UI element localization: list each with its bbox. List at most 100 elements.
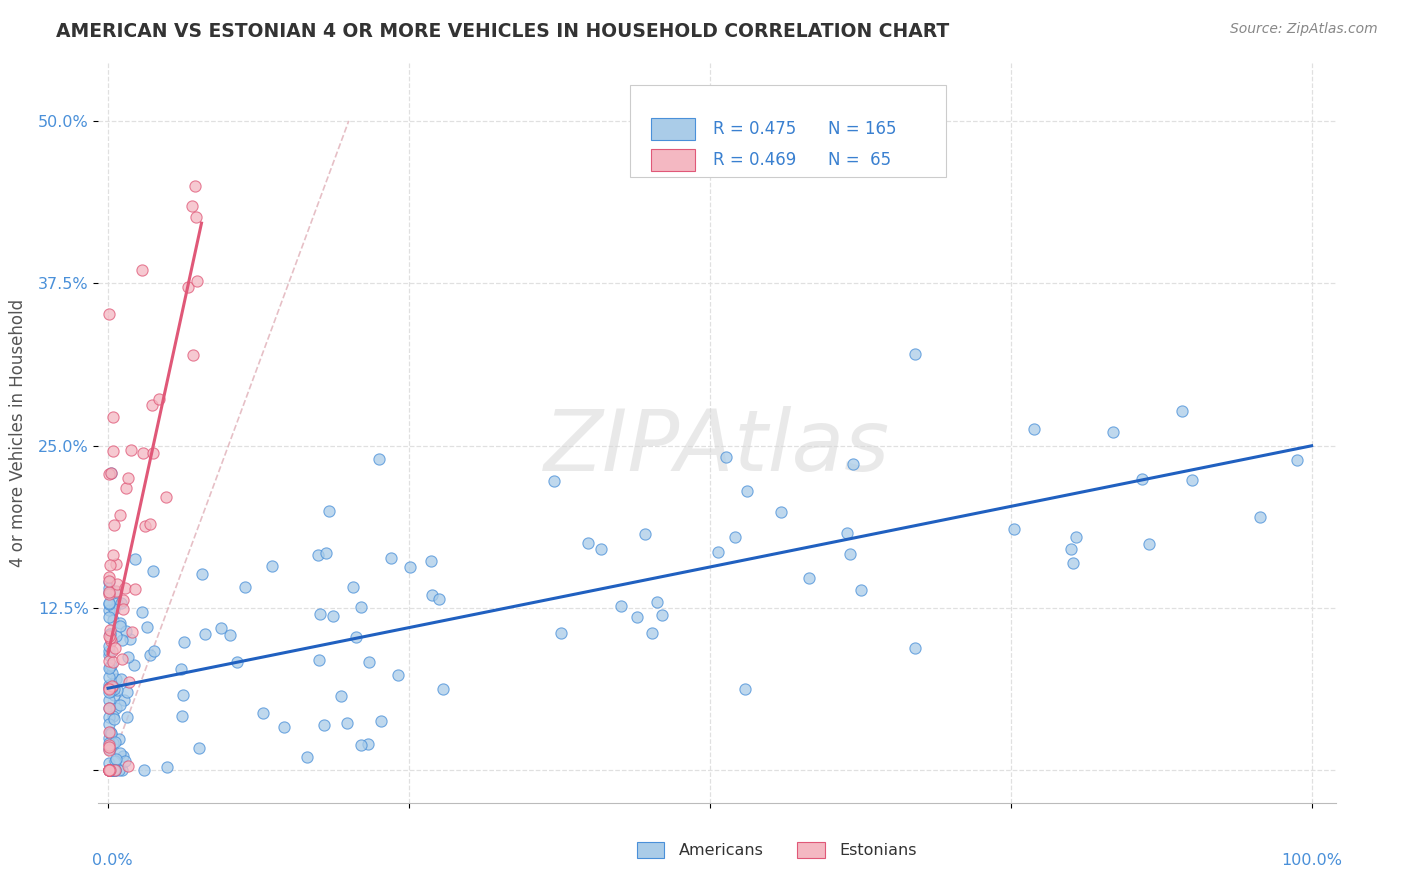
Point: [322, 608, 344, 623]
Point: [100, 683, 122, 698]
Point: [142, 565, 165, 579]
Point: [904, 347, 927, 361]
Text: N =  65: N = 65: [828, 151, 891, 169]
Point: [184, 178, 207, 193]
Point: [104, 701, 127, 715]
Point: [368, 452, 391, 467]
Point: [1181, 473, 1204, 487]
Text: AMERICAN VS ESTONIAN 4 OR MORE VEHICLES IN HOUSEHOLD CORRELATION CHART: AMERICAN VS ESTONIAN 4 OR MORE VEHICLES …: [56, 22, 949, 41]
Point: [734, 682, 756, 697]
Point: [122, 657, 145, 672]
Point: [645, 595, 668, 609]
Point: [98, 587, 121, 601]
Point: [155, 491, 177, 505]
Point: [1171, 404, 1194, 418]
Point: [576, 536, 599, 550]
Point: [103, 713, 125, 727]
FancyBboxPatch shape: [630, 85, 946, 178]
Point: [97, 701, 120, 715]
Point: [108, 731, 131, 746]
Point: [98, 648, 121, 662]
Point: [97, 467, 120, 481]
Point: [117, 710, 139, 724]
Point: [100, 657, 122, 672]
Bar: [651, 118, 695, 140]
Point: [101, 443, 124, 458]
Point: [97, 764, 120, 778]
Point: [184, 210, 207, 224]
Point: [98, 731, 121, 745]
Point: [626, 610, 648, 624]
Point: [100, 764, 122, 778]
Point: [98, 661, 121, 675]
Point: [132, 763, 155, 777]
Point: [108, 616, 131, 631]
Point: [114, 581, 136, 595]
Point: [851, 583, 873, 598]
Point: [98, 764, 121, 778]
Point: [105, 585, 128, 599]
Point: [107, 576, 129, 591]
Point: [105, 557, 128, 571]
Point: [107, 683, 129, 698]
Point: [108, 619, 131, 633]
Point: [98, 610, 121, 624]
Point: [714, 450, 737, 464]
Point: [101, 680, 124, 694]
Point: [634, 527, 657, 541]
Point: [110, 672, 132, 686]
Y-axis label: 4 or more Vehicles in Household: 4 or more Vehicles in Household: [8, 299, 27, 566]
Point: [156, 760, 179, 774]
Point: [1102, 425, 1125, 440]
Point: [233, 580, 256, 594]
Point: [98, 742, 121, 756]
Point: [97, 764, 120, 778]
Point: [115, 481, 138, 495]
Point: [111, 633, 134, 648]
Point: [98, 597, 121, 611]
Point: [98, 764, 121, 778]
Point: [839, 547, 862, 561]
Point: [114, 624, 136, 639]
Point: [98, 764, 121, 778]
Point: [350, 738, 373, 752]
Point: [98, 603, 121, 617]
Point: [101, 708, 124, 723]
Point: [98, 693, 121, 707]
Point: [98, 644, 121, 658]
Point: [380, 551, 402, 566]
Bar: [637, 842, 664, 858]
Point: [97, 738, 120, 752]
Point: [111, 652, 134, 666]
Point: [589, 542, 612, 557]
Point: [112, 692, 135, 706]
Point: [131, 605, 153, 619]
Point: [387, 668, 409, 682]
Bar: [651, 149, 695, 171]
Point: [735, 483, 758, 498]
Point: [398, 560, 420, 574]
Point: [194, 626, 217, 640]
Point: [903, 641, 925, 656]
Point: [124, 552, 146, 566]
Point: [651, 608, 673, 623]
Point: [181, 199, 204, 213]
Point: [170, 709, 193, 723]
Point: [97, 654, 120, 668]
Point: [98, 627, 121, 641]
Point: [97, 764, 120, 778]
Point: [370, 714, 392, 728]
Point: [336, 716, 359, 731]
Point: [111, 764, 134, 778]
Point: [252, 706, 274, 720]
Point: [427, 592, 450, 607]
Point: [841, 457, 863, 471]
Point: [344, 630, 367, 644]
Point: [172, 689, 194, 703]
Point: [309, 607, 332, 622]
Point: [108, 764, 131, 778]
Point: [131, 263, 153, 277]
Text: 0.0%: 0.0%: [93, 853, 132, 868]
Point: [329, 689, 352, 703]
Point: [104, 754, 127, 768]
